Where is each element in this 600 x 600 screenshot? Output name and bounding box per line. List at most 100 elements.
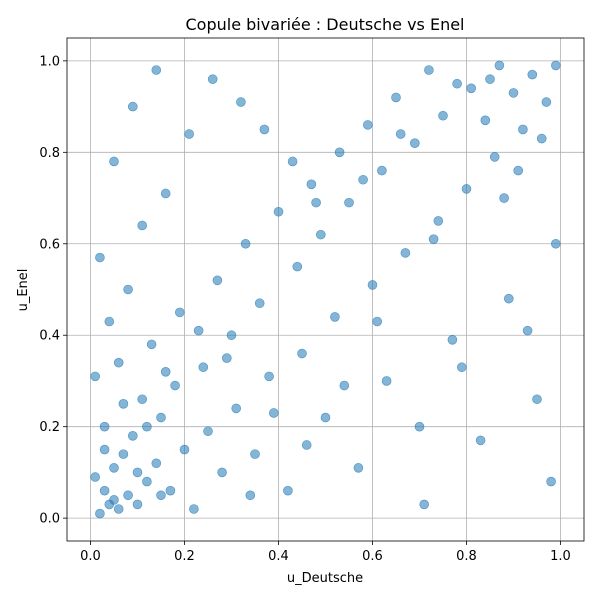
scatter-point bbox=[550, 238, 561, 249]
x-tick-label: 0.6 bbox=[362, 549, 383, 564]
scatter-point bbox=[367, 280, 378, 290]
scatter-point bbox=[358, 174, 368, 185]
scatter-point bbox=[409, 138, 420, 148]
scatter-point bbox=[113, 357, 124, 368]
x-tick-label: 0.4 bbox=[268, 549, 289, 564]
scatter-point bbox=[109, 156, 119, 167]
scatter-point bbox=[151, 65, 162, 75]
scatter-point bbox=[494, 60, 505, 71]
scatter-point bbox=[546, 476, 556, 487]
scatter-point bbox=[503, 293, 514, 304]
scatter-point bbox=[245, 490, 256, 501]
y-axis-label: u_Enel bbox=[16, 269, 31, 312]
scatter-point bbox=[95, 508, 105, 519]
scatter-point bbox=[128, 101, 138, 112]
scatter-point bbox=[250, 449, 260, 459]
x-tick-label: 0.0 bbox=[80, 549, 101, 564]
scatter-point bbox=[513, 165, 524, 176]
scatter-point bbox=[466, 83, 477, 94]
scatter-point bbox=[452, 78, 462, 89]
scatter-point bbox=[156, 490, 166, 501]
scatter-point bbox=[226, 330, 237, 341]
y-tick-label: 0.0 bbox=[39, 512, 60, 527]
scatter-point bbox=[419, 499, 430, 510]
scatter-point bbox=[160, 367, 171, 377]
scatter-point bbox=[207, 74, 218, 84]
scatter-point bbox=[541, 97, 552, 107]
scatter-point bbox=[320, 412, 331, 423]
scatter-point bbox=[475, 435, 486, 446]
scatter-point bbox=[240, 238, 251, 249]
scatter-point bbox=[193, 325, 204, 336]
scatter-point bbox=[283, 485, 293, 496]
x-tick-label: 1.0 bbox=[550, 549, 571, 564]
scatter-point bbox=[424, 65, 434, 75]
scatter-point bbox=[362, 120, 373, 130]
scatter-point bbox=[118, 449, 129, 459]
scatter-point bbox=[536, 133, 547, 144]
axis-ticks: 0.0 0.2 0.4 0.6 0.8 1.0 0.0 0.2 0.4 0.6 0.8 1.0 bbox=[39, 54, 571, 564]
scatter-point bbox=[297, 348, 307, 359]
scatter-point bbox=[95, 252, 105, 263]
scatter-point bbox=[212, 275, 223, 286]
scatter-point bbox=[104, 316, 115, 327]
grid bbox=[67, 38, 584, 541]
scatter-point bbox=[109, 495, 119, 505]
scatter-point bbox=[414, 421, 425, 432]
y-tick-label: 0.4 bbox=[39, 329, 60, 344]
scatter-point bbox=[99, 485, 110, 496]
scatter-point bbox=[268, 408, 279, 418]
scatter-point bbox=[203, 426, 213, 437]
y-tick-label: 0.6 bbox=[39, 237, 60, 252]
x-tick-label: 0.2 bbox=[174, 549, 195, 564]
scatter-point bbox=[372, 316, 383, 327]
scatter-point bbox=[489, 152, 500, 162]
scatter-point bbox=[217, 467, 227, 478]
scatter-point bbox=[428, 234, 439, 244]
scatter-point bbox=[160, 188, 171, 199]
scatter-point bbox=[532, 394, 542, 405]
scatter-point bbox=[400, 248, 411, 258]
scatter-point bbox=[339, 380, 350, 391]
scatter-point bbox=[306, 179, 317, 190]
scatter-point bbox=[508, 88, 519, 98]
scatter-point bbox=[175, 307, 185, 318]
scatter-point bbox=[123, 490, 133, 501]
scatter-point bbox=[301, 440, 312, 450]
scatter-point bbox=[151, 458, 162, 469]
scatter-point bbox=[137, 220, 147, 231]
scatter-point bbox=[254, 298, 265, 309]
scatter-point bbox=[334, 147, 345, 158]
scatter-point bbox=[165, 485, 176, 496]
scatter-point bbox=[273, 206, 284, 217]
scatter-point bbox=[90, 472, 100, 482]
scatter-point bbox=[236, 97, 246, 107]
scatter-point bbox=[118, 399, 129, 409]
scatter-point bbox=[264, 371, 274, 382]
scatter-point bbox=[527, 69, 538, 80]
scatter-point bbox=[395, 129, 406, 139]
scatter-point bbox=[292, 261, 303, 272]
scatter-point bbox=[198, 362, 209, 373]
scatter-point bbox=[128, 431, 138, 441]
scatter-point bbox=[353, 463, 364, 473]
y-tick-label: 1.0 bbox=[39, 54, 60, 69]
scatter-point bbox=[99, 444, 110, 455]
scatter-point bbox=[381, 376, 392, 386]
scatter-point bbox=[123, 284, 133, 295]
scatter-point bbox=[259, 124, 270, 135]
scatter-point bbox=[142, 421, 152, 432]
scatter-point bbox=[499, 193, 509, 203]
scatter-point bbox=[99, 421, 110, 432]
scatter-point bbox=[485, 74, 495, 84]
scatter-point bbox=[90, 371, 100, 382]
scatter-point bbox=[179, 444, 190, 455]
data-points bbox=[90, 60, 561, 519]
scatter-point bbox=[456, 362, 467, 373]
scatter-point bbox=[184, 129, 194, 139]
scatter-point bbox=[109, 463, 119, 473]
scatter-point bbox=[377, 165, 387, 176]
scatter-point bbox=[518, 124, 528, 135]
scatter-point bbox=[461, 184, 472, 194]
scatter-point bbox=[311, 197, 321, 208]
